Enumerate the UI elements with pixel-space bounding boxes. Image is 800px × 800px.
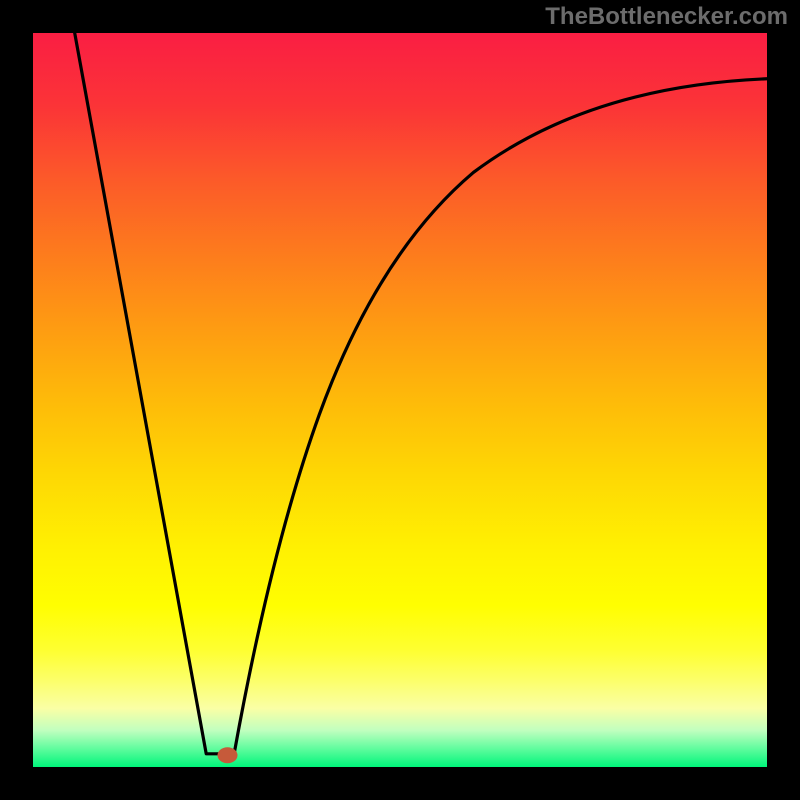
bottleneck-chart: TheBottlenecker.com <box>0 0 800 800</box>
optimal-point-marker <box>218 747 238 763</box>
watermark: TheBottlenecker.com <box>545 3 788 30</box>
